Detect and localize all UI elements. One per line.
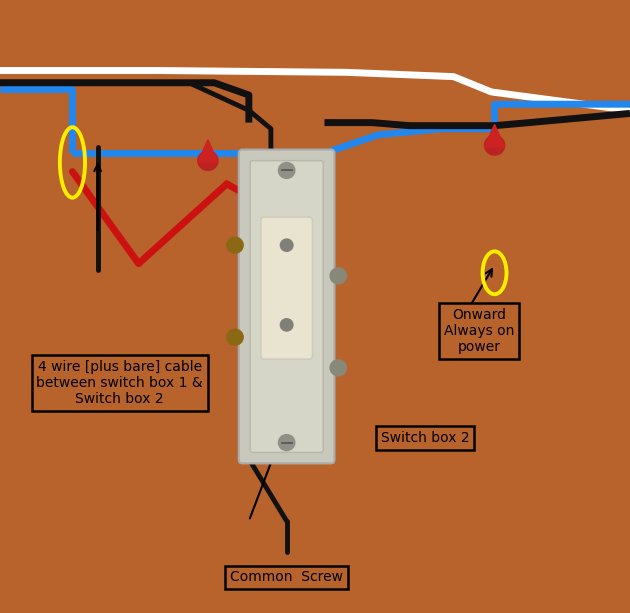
FancyBboxPatch shape — [250, 161, 323, 452]
Circle shape — [227, 237, 243, 253]
Circle shape — [227, 329, 243, 345]
Circle shape — [280, 239, 293, 251]
Polygon shape — [484, 124, 505, 147]
Circle shape — [278, 435, 295, 451]
Text: 4 wire [plus bare] cable
between switch box 1 &
Switch box 2: 4 wire [plus bare] cable between switch … — [37, 360, 203, 406]
FancyBboxPatch shape — [239, 150, 335, 463]
Text: Onward
Always on
power: Onward Always on power — [444, 308, 514, 354]
Text: Common  Screw: Common Screw — [230, 571, 343, 584]
Circle shape — [278, 162, 295, 178]
Circle shape — [198, 151, 218, 170]
Polygon shape — [198, 140, 218, 162]
Circle shape — [330, 268, 346, 284]
Circle shape — [280, 319, 293, 331]
Text: Switch box 2: Switch box 2 — [381, 432, 469, 445]
FancyBboxPatch shape — [261, 217, 312, 359]
Circle shape — [330, 360, 346, 376]
Circle shape — [484, 135, 505, 155]
